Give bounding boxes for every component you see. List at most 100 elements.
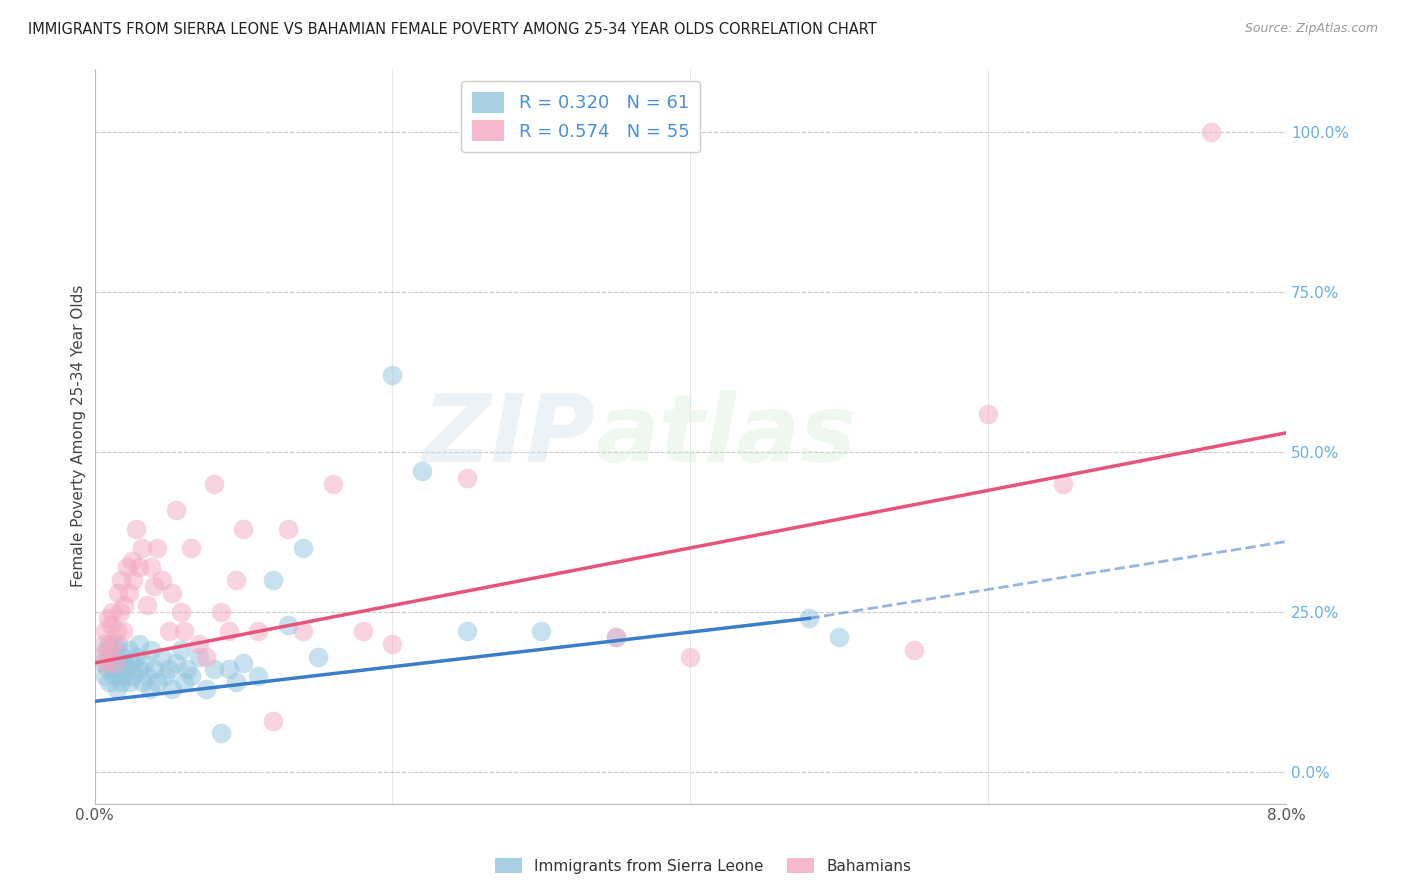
Point — [307, 649, 329, 664]
Point — [209, 726, 232, 740]
Point — [121, 656, 143, 670]
Point — [125, 649, 148, 664]
Point — [277, 522, 299, 536]
Point — [118, 585, 141, 599]
Point — [292, 624, 315, 638]
Point — [131, 675, 153, 690]
Point — [195, 649, 218, 664]
Point — [91, 649, 114, 664]
Point — [103, 637, 125, 651]
Point — [166, 502, 188, 516]
Point — [225, 675, 247, 690]
Point — [117, 662, 139, 676]
Point — [100, 617, 122, 632]
Point — [232, 522, 254, 536]
Point — [98, 643, 121, 657]
Point — [143, 579, 166, 593]
Text: Source: ZipAtlas.com: Source: ZipAtlas.com — [1244, 22, 1378, 36]
Point — [111, 649, 134, 664]
Point — [97, 662, 120, 676]
Point — [195, 681, 218, 696]
Point — [121, 554, 143, 568]
Point — [112, 599, 135, 613]
Point — [118, 643, 141, 657]
Point — [96, 656, 118, 670]
Point — [105, 643, 128, 657]
Point — [93, 637, 115, 651]
Point — [173, 624, 195, 638]
Point — [120, 675, 142, 690]
Point — [176, 662, 198, 676]
Point — [262, 573, 284, 587]
Point — [232, 656, 254, 670]
Point — [97, 611, 120, 625]
Point — [903, 643, 925, 657]
Point — [128, 662, 150, 676]
Text: atlas: atlas — [595, 390, 856, 482]
Point — [381, 637, 404, 651]
Point — [111, 624, 134, 638]
Point — [180, 669, 202, 683]
Point — [141, 643, 163, 657]
Point — [799, 611, 821, 625]
Point — [225, 573, 247, 587]
Point — [101, 662, 124, 676]
Point — [98, 637, 121, 651]
Point — [112, 669, 135, 683]
Point — [170, 643, 193, 657]
Point — [108, 605, 131, 619]
Point — [96, 643, 118, 657]
Point — [110, 573, 132, 587]
Point — [173, 675, 195, 690]
Point — [277, 617, 299, 632]
Point — [352, 624, 374, 638]
Point — [103, 656, 125, 670]
Point — [112, 656, 135, 670]
Point — [91, 656, 114, 670]
Point — [977, 407, 1000, 421]
Point — [132, 656, 155, 670]
Point — [322, 477, 344, 491]
Point — [157, 624, 180, 638]
Point — [411, 464, 433, 478]
Point — [141, 560, 163, 574]
Point — [187, 649, 209, 664]
Point — [122, 573, 145, 587]
Point — [202, 662, 225, 676]
Point — [146, 541, 169, 555]
Point — [170, 605, 193, 619]
Point — [117, 560, 139, 574]
Point — [105, 624, 128, 638]
Point — [180, 541, 202, 555]
Point — [157, 662, 180, 676]
Point — [131, 541, 153, 555]
Point — [101, 605, 124, 619]
Point — [135, 599, 157, 613]
Point — [160, 585, 183, 599]
Point — [605, 631, 627, 645]
Point — [108, 662, 131, 676]
Point — [122, 669, 145, 683]
Legend: Immigrants from Sierra Leone, Bahamians: Immigrants from Sierra Leone, Bahamians — [488, 852, 918, 880]
Point — [530, 624, 553, 638]
Point — [150, 649, 173, 664]
Point — [209, 605, 232, 619]
Text: ZIP: ZIP — [422, 390, 595, 482]
Point — [110, 675, 132, 690]
Point — [1052, 477, 1074, 491]
Point — [105, 681, 128, 696]
Point — [153, 669, 176, 683]
Point — [262, 714, 284, 728]
Point — [605, 631, 627, 645]
Point — [94, 624, 117, 638]
Point — [160, 681, 183, 696]
Point — [135, 669, 157, 683]
Point — [98, 675, 121, 690]
Point — [828, 631, 851, 645]
Point — [218, 662, 240, 676]
Y-axis label: Female Poverty Among 25-34 Year Olds: Female Poverty Among 25-34 Year Olds — [72, 285, 86, 587]
Point — [187, 637, 209, 651]
Point — [247, 624, 270, 638]
Point — [107, 585, 129, 599]
Point — [166, 656, 188, 670]
